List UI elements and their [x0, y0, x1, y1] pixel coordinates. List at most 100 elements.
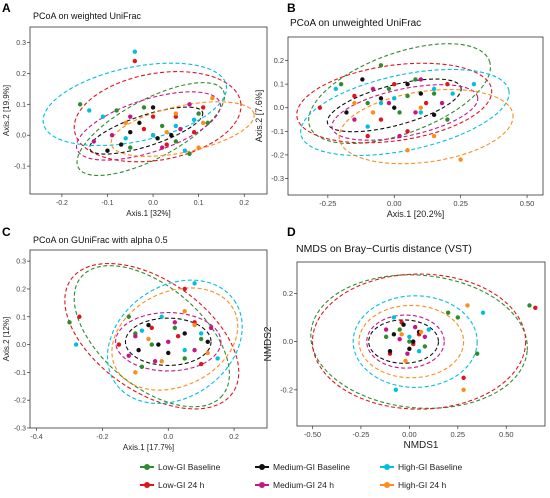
confidence-ellipse	[352, 295, 478, 388]
data-point	[133, 334, 138, 339]
y-tick-label: 0.1	[274, 80, 284, 89]
data-point	[333, 86, 339, 92]
data-point	[126, 353, 131, 358]
data-point	[178, 126, 183, 132]
data-point	[405, 81, 410, 87]
data-point	[412, 324, 418, 330]
legend-dot	[144, 482, 150, 488]
legend-dot	[384, 464, 390, 470]
x-tick-label: -0.4	[31, 434, 43, 441]
data-point	[370, 86, 376, 92]
data-point	[128, 145, 133, 150]
data-point	[166, 350, 171, 356]
data-point	[136, 347, 141, 353]
legend-label: High-GI 24 h	[398, 480, 447, 490]
y-tick-label: -0.1	[14, 370, 26, 377]
confidence-ellipse	[310, 274, 528, 409]
data-point	[137, 120, 142, 126]
y-tick-label: -0.3	[271, 174, 284, 183]
data-point	[139, 364, 145, 370]
data-point	[141, 105, 147, 110]
chart-title: PCoA on unweighted UniFrac	[290, 18, 421, 29]
legend-swatch	[380, 463, 394, 471]
data-point	[198, 336, 204, 342]
data-point	[386, 100, 392, 106]
data-point	[109, 133, 115, 138]
confidence-ellipse	[89, 106, 204, 155]
data-point	[187, 151, 192, 156]
legend-dot	[144, 464, 150, 470]
data-point	[383, 334, 389, 339]
data-point	[431, 133, 437, 139]
confidence-ellipse	[331, 84, 479, 141]
x-tick-label: -0.25	[352, 430, 369, 439]
data-point	[392, 105, 397, 110]
legend-swatch	[380, 481, 394, 489]
data-point	[205, 339, 210, 344]
data-point	[182, 347, 187, 353]
data-point	[182, 148, 188, 153]
data-point	[480, 310, 486, 315]
data-point	[471, 81, 477, 87]
data-point	[146, 322, 151, 328]
data-point	[196, 145, 201, 150]
data-point	[215, 356, 220, 361]
y-tick-label: 0.2	[16, 286, 26, 293]
data-point	[393, 387, 399, 393]
data-point	[77, 102, 83, 107]
data-point	[397, 110, 402, 115]
data-point	[378, 96, 384, 101]
y-tick-label: 0.3	[16, 259, 26, 266]
data-point	[431, 112, 437, 118]
data-point	[166, 339, 171, 344]
data-point	[383, 327, 389, 332]
panel-letter: B	[287, 1, 296, 15]
data-point	[455, 315, 461, 320]
data-point	[205, 120, 210, 126]
data-point	[149, 342, 154, 347]
data-point	[182, 331, 187, 336]
data-point	[116, 342, 122, 347]
data-point	[418, 105, 424, 110]
y-tick-label: 0.1	[16, 102, 26, 109]
plot-frame	[287, 36, 544, 196]
confidence-ellipse	[106, 279, 243, 404]
data-point	[418, 329, 424, 335]
legend-item: Low-GI 24 h	[140, 480, 204, 490]
legend-label: Low-GI Baseline	[158, 462, 221, 472]
data-point	[155, 136, 160, 141]
x-tick-label: 0.2	[229, 434, 239, 441]
data-point	[133, 370, 138, 375]
confidence-ellipse	[110, 101, 255, 157]
data-point	[132, 49, 138, 54]
panel-letter: D	[287, 225, 296, 239]
y-tick-label: 0.2	[16, 71, 26, 78]
data-point	[132, 58, 138, 64]
data-point	[439, 100, 445, 106]
data-point	[397, 133, 402, 139]
legend: Low-GI Baseline Medium-GI Baseline High-GI…	[140, 462, 540, 496]
x-tick-label: -0.50	[304, 430, 321, 439]
y-tick-label: 0.2	[283, 289, 293, 298]
data-point	[150, 105, 156, 110]
legend-label: Medium-GI 24 h	[273, 480, 334, 490]
data-point	[403, 358, 408, 364]
panel-letter: C	[2, 225, 11, 239]
data-point	[196, 111, 201, 116]
data-point	[164, 142, 169, 147]
plot-area	[42, 49, 255, 177]
x-tick-label: 0.25	[451, 430, 466, 439]
data-point	[418, 77, 424, 82]
data-point	[182, 286, 187, 292]
confidence-ellipse	[300, 68, 510, 157]
confidence-ellipse	[115, 312, 222, 372]
data-point	[191, 129, 197, 135]
panel-A: A PCoA on weighted UniFrac -0.2 -0.1 0.0 0.1 0…	[2, 1, 268, 218]
plot-frame	[296, 261, 546, 427]
data-point	[405, 351, 410, 356]
legend-swatch	[255, 463, 269, 471]
data-point	[344, 110, 349, 115]
data-point	[172, 325, 178, 331]
data-point	[159, 359, 164, 364]
confidence-ellipse	[358, 304, 465, 379]
